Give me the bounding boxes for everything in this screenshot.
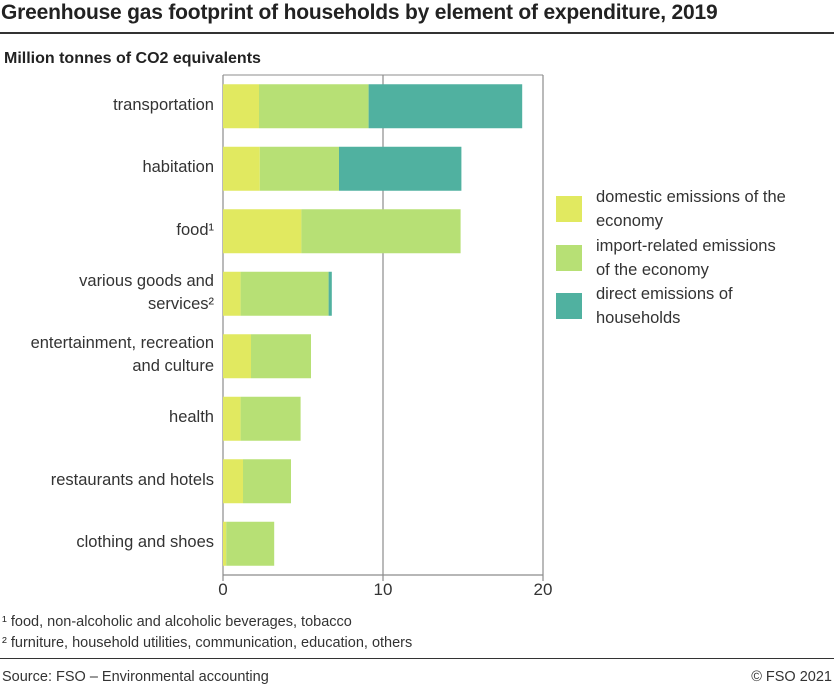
legend-swatch <box>556 196 582 222</box>
legend-label-line: households <box>596 309 681 327</box>
chart-title: Greenhouse gas footprint of households b… <box>1 1 718 24</box>
category-label: habitation <box>142 156 214 179</box>
bar-segment <box>259 84 369 129</box>
y-axis-unit-label: Million tonnes of CO2 equivalents <box>4 50 261 67</box>
title-rule <box>0 32 834 34</box>
legend-label: domestic emissions of the economy <box>596 185 786 233</box>
bar-segment <box>368 84 523 129</box>
bar-segment <box>339 146 462 191</box>
legend-label: direct emissions of households <box>596 282 733 330</box>
legend-swatch <box>556 244 582 271</box>
category-label-line: various goods and <box>79 271 214 290</box>
bar-segment <box>223 521 227 566</box>
category-label: entertainment, recreation and culture <box>31 332 214 378</box>
footnote-1: ¹ food, non-alcoholic and alcoholic beve… <box>2 614 352 630</box>
bar-segment <box>223 209 302 254</box>
copyright: © FSO 2021 <box>751 669 832 685</box>
legend-label-line: direct emissions of <box>596 285 733 303</box>
category-label-line: clothing and shoes <box>76 533 214 552</box>
category-label-line: services² <box>147 294 214 313</box>
x-tick-label: 10 <box>373 580 393 599</box>
bar-segment <box>328 271 332 316</box>
category-label-line: health <box>169 408 214 427</box>
legend-swatch <box>556 293 582 319</box>
bar-segment <box>223 459 243 504</box>
footnote-2: ² furniture, household utilities, commun… <box>2 635 413 651</box>
source: Source: FSO – Environmental accounting <box>2 669 269 685</box>
category-label-line: restaurants and hotels <box>50 470 214 489</box>
category-label-line: and culture <box>132 357 214 376</box>
category-label-line: food¹ <box>176 220 214 239</box>
legend-label-line: of the economy <box>596 260 709 279</box>
footer-rule <box>0 658 834 659</box>
category-label: transportation <box>113 94 214 117</box>
category-label: restaurants and hotels <box>51 469 214 492</box>
bar-segment <box>223 396 241 441</box>
bar-segment <box>226 521 275 566</box>
bar-segment <box>223 334 251 379</box>
legend-label-line: domestic emissions of the <box>596 188 786 206</box>
category-label: clothing and shoes <box>76 531 214 554</box>
bar-segment <box>259 146 339 191</box>
legend-label-line: economy <box>596 212 663 230</box>
bar-segment <box>240 271 329 316</box>
category-label: health <box>169 406 214 429</box>
legend-label-line: import-related emissions <box>596 236 776 255</box>
bar-segment <box>243 459 291 504</box>
category-label: food¹ <box>176 219 214 242</box>
bar-segment <box>223 146 260 191</box>
category-label-line: transportation <box>113 95 214 114</box>
bar-segment <box>240 396 301 441</box>
category-label: various goods and services² <box>79 270 214 316</box>
x-tick-label: 0 <box>218 580 228 599</box>
bar-segment <box>223 84 259 129</box>
category-label-line: entertainment, recreation <box>30 334 214 353</box>
legend-label: import-related emissions of the economy <box>596 234 776 282</box>
category-label-line: habitation <box>142 158 214 177</box>
bar-segment <box>301 209 461 254</box>
bar-segment <box>223 271 241 316</box>
x-tick-label: 20 <box>533 580 553 599</box>
bar-segment <box>251 334 311 379</box>
